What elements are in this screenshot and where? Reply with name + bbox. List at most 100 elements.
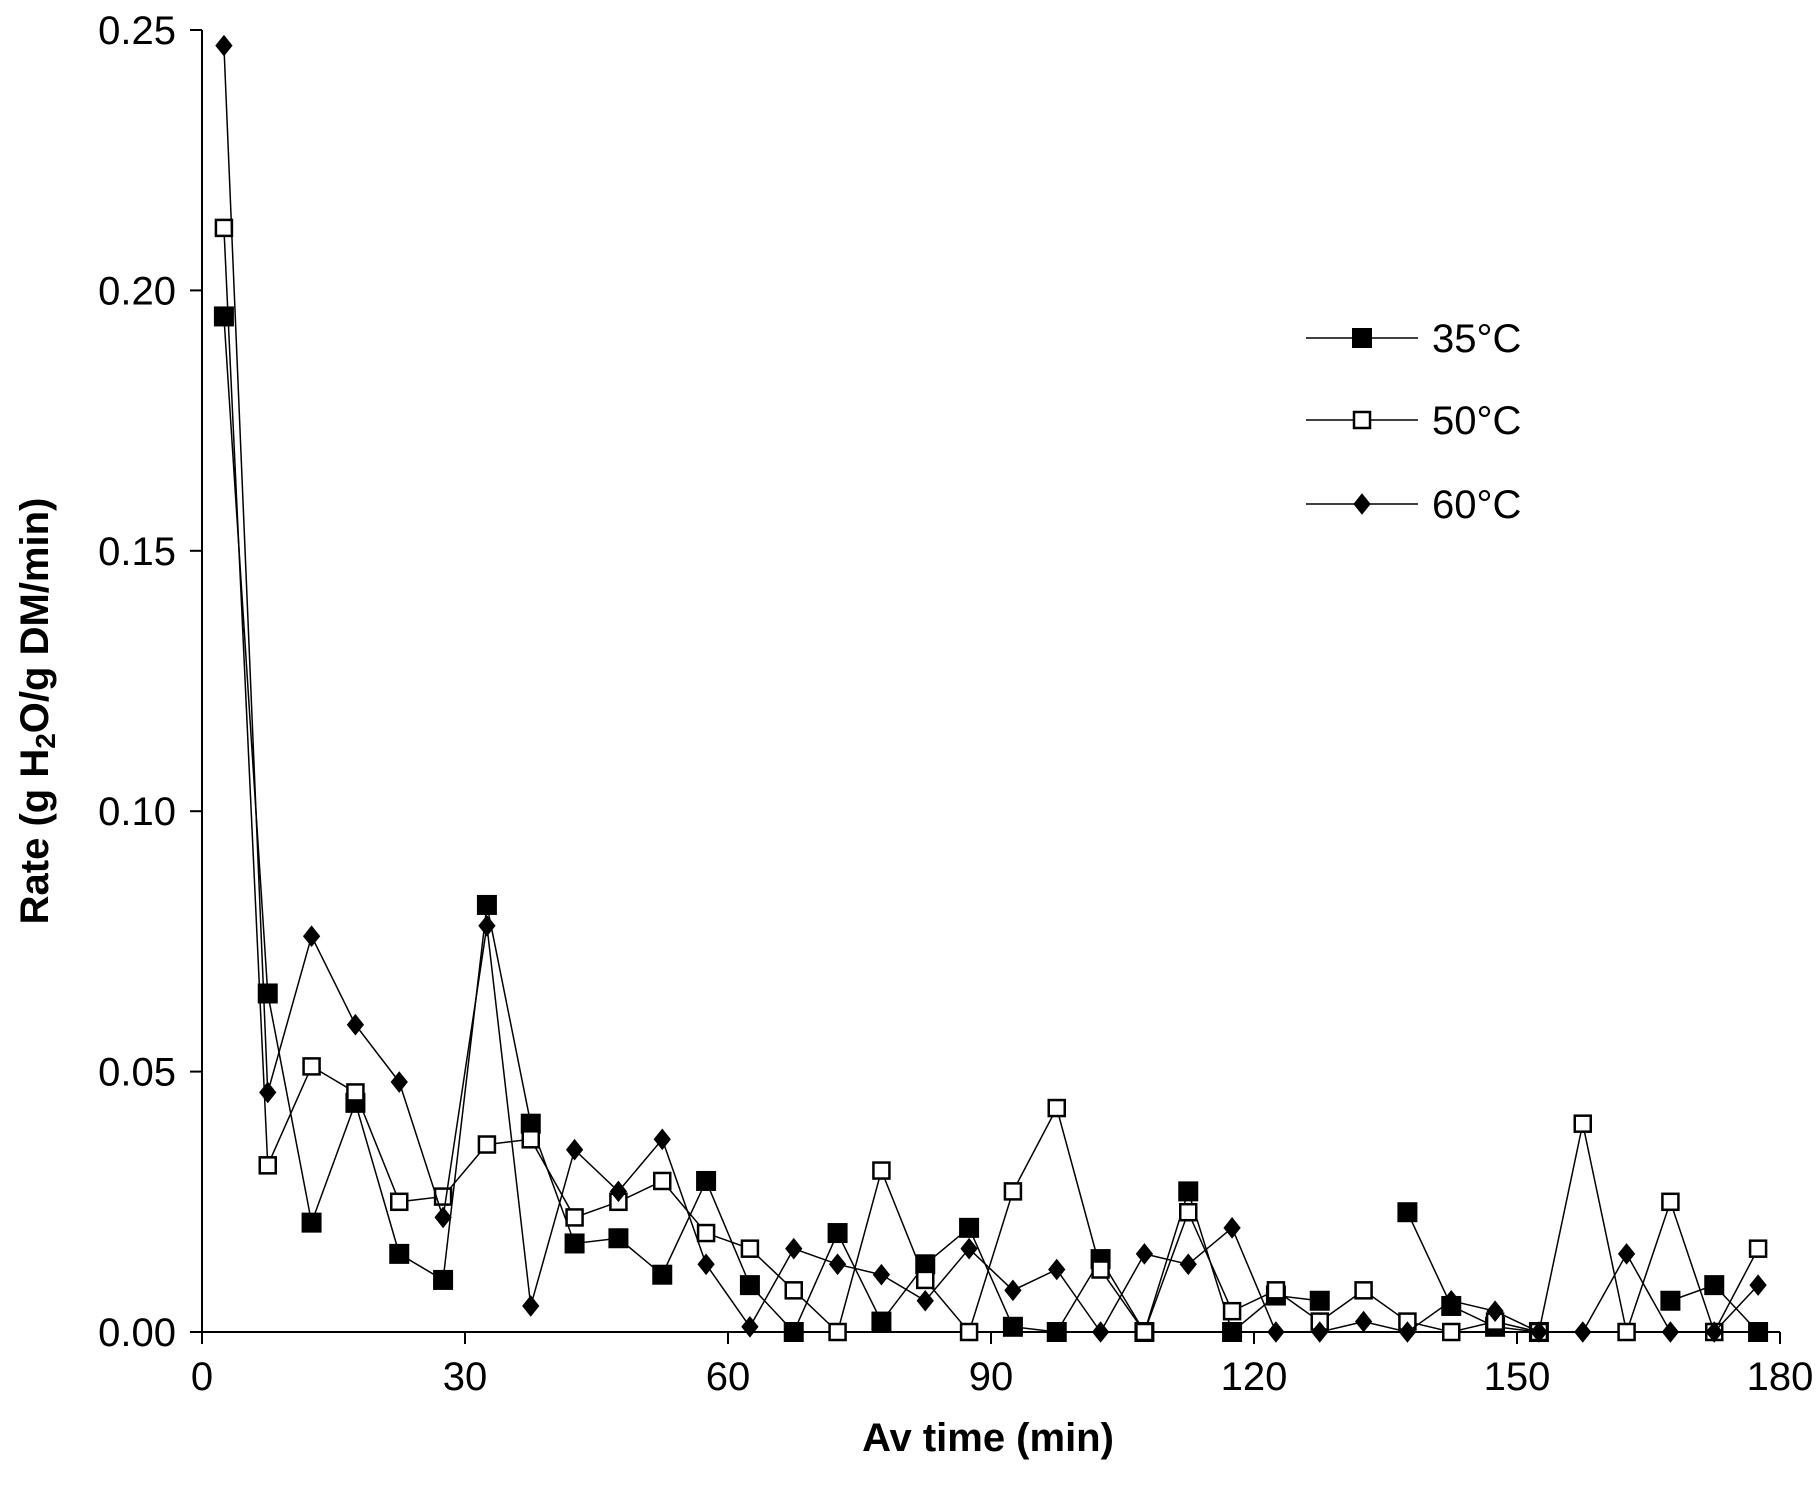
series-line	[223, 227, 1759, 1335]
data-point	[1748, 1322, 1769, 1342]
legend-item: 50°C	[1306, 399, 1521, 443]
data-point	[390, 1071, 408, 1093]
data-point	[1179, 1253, 1197, 1276]
data-point	[871, 1311, 892, 1332]
data-point	[1091, 1260, 1110, 1279]
x-tick-label: 60	[706, 1355, 751, 1399]
data-point	[916, 1289, 934, 1312]
data-point	[1046, 1322, 1067, 1342]
x-tick-label: 0	[191, 1355, 213, 1399]
x-tick-label: 150	[1484, 1355, 1551, 1399]
data-point	[1617, 1243, 1636, 1265]
x-axis-title: Av time (min)	[862, 1416, 1114, 1460]
data-point	[784, 1281, 803, 1300]
ticks: 0 30 60 90 120 150 180 0.00 0.05 0.10 0.15 0.20 0.25	[98, 9, 1813, 1399]
series-1	[213, 306, 1769, 1342]
data-point	[783, 1322, 804, 1342]
y-tick-label: 0.25	[98, 9, 176, 53]
data-point	[1266, 1281, 1286, 1300]
series-line	[223, 45, 1759, 1334]
data-point	[653, 1171, 672, 1191]
data-point	[739, 1275, 760, 1296]
data-point	[476, 894, 497, 915]
legend-marker	[1352, 328, 1372, 348]
series-line	[1406, 1211, 1540, 1333]
y-axis-title-part-1: Rate (g H	[13, 749, 57, 925]
y-tick-label: 0.00	[98, 1311, 176, 1355]
legend-label: 35°C	[1432, 317, 1521, 361]
data-point	[1091, 1321, 1110, 1343]
data-point	[1354, 1281, 1373, 1300]
data-point	[609, 1180, 628, 1203]
y-tick-label: 0.05	[98, 1051, 176, 1095]
data-point	[1003, 1182, 1023, 1201]
data-point	[213, 306, 234, 327]
data-point	[1442, 1289, 1460, 1312]
axes	[201, 30, 1780, 1333]
data-point	[389, 1243, 410, 1264]
plot-area	[213, 34, 1769, 1343]
series-3	[215, 34, 1767, 1343]
data-point	[785, 1237, 803, 1260]
data-point	[1178, 1181, 1199, 1202]
data-point	[565, 1208, 584, 1227]
data-point	[1705, 1321, 1723, 1343]
data-point	[346, 1013, 365, 1036]
y-tick-label: 0.20	[98, 269, 176, 313]
data-point	[346, 1083, 365, 1102]
data-point	[433, 1269, 454, 1290]
data-point	[916, 1270, 935, 1290]
data-point	[608, 1228, 629, 1249]
data-point	[1704, 1275, 1725, 1296]
data-point	[740, 1239, 760, 1258]
legend: 35°C 50°C 60°C	[1306, 317, 1521, 527]
data-point	[652, 1264, 673, 1285]
data-point	[1397, 1202, 1418, 1223]
data-point	[477, 1135, 497, 1154]
x-tick-label: 180	[1747, 1355, 1814, 1399]
data-point	[257, 983, 278, 1004]
data-point	[564, 1233, 585, 1254]
legend-item: 60°C	[1306, 483, 1521, 527]
data-point	[478, 914, 496, 937]
legend-marker	[1353, 493, 1371, 515]
data-point	[1661, 1192, 1680, 1212]
data-point	[1486, 1300, 1504, 1322]
data-point	[1311, 1321, 1329, 1343]
legend-label: 60°C	[1432, 483, 1521, 527]
legend-label: 50°C	[1432, 399, 1521, 443]
data-point	[1574, 1321, 1592, 1343]
x-tick-label: 30	[443, 1355, 488, 1399]
data-point	[1002, 1316, 1023, 1337]
data-point	[1442, 1322, 1461, 1342]
legend-marker	[1352, 410, 1372, 430]
data-point	[565, 1138, 584, 1161]
data-point	[1309, 1290, 1330, 1311]
data-point	[1398, 1321, 1417, 1343]
data-point	[214, 218, 234, 238]
data-point	[872, 1161, 891, 1180]
data-point	[390, 1192, 409, 1212]
data-point	[828, 1322, 847, 1342]
data-point	[1617, 1322, 1636, 1342]
data-point	[434, 1206, 452, 1229]
data-point	[302, 925, 321, 947]
data-point	[520, 1113, 541, 1134]
data-point	[827, 1223, 848, 1244]
y-axis-title-subscript: 2	[30, 733, 61, 749]
series-2	[214, 218, 1768, 1342]
data-point	[258, 1156, 277, 1175]
data-point	[1267, 1321, 1285, 1343]
data-point	[522, 1295, 540, 1317]
data-point	[872, 1263, 891, 1286]
data-point	[1135, 1322, 1154, 1342]
y-axis-title: Rate (g H2O/g DM/min)	[13, 498, 61, 925]
legend-item: 35°C	[1306, 317, 1521, 361]
series-line	[223, 316, 1320, 1334]
y-tick-label: 0.10	[98, 790, 176, 834]
data-point	[1179, 1202, 1198, 1222]
data-point	[1048, 1258, 1066, 1281]
y-tick-label: 0.15	[98, 530, 176, 574]
data-point	[1660, 1290, 1681, 1311]
